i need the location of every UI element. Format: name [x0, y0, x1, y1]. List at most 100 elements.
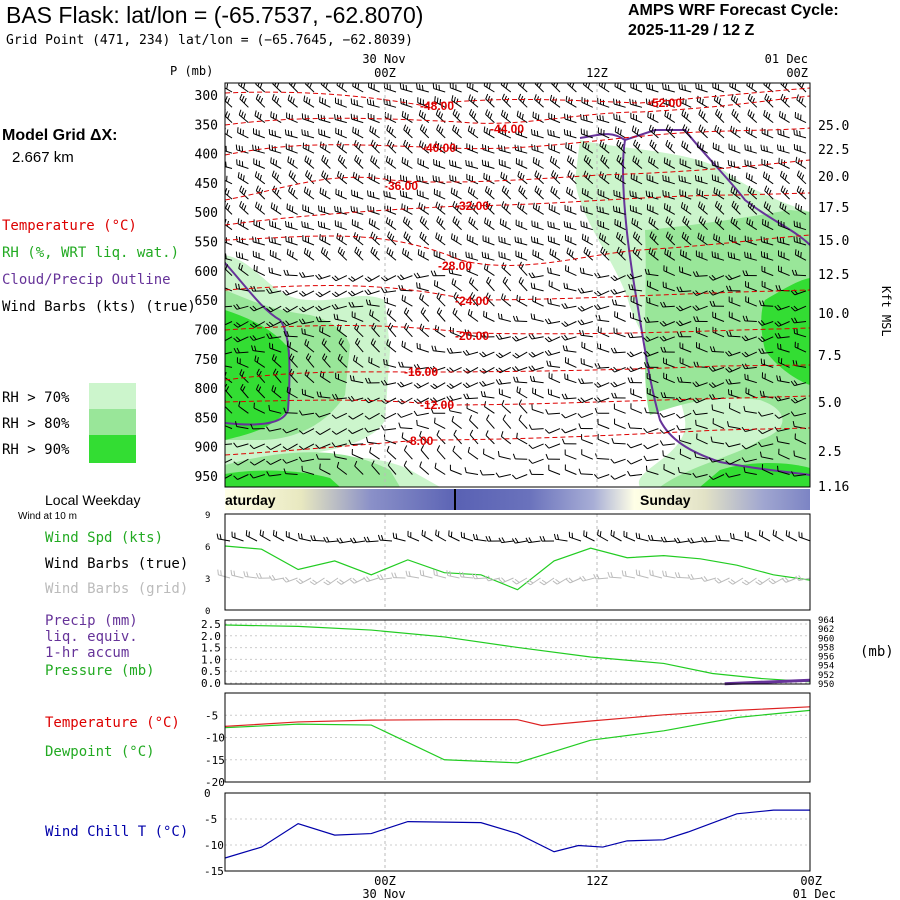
wind-barb	[793, 129, 795, 135]
surface-wind-barb	[339, 540, 352, 544]
wind-barb	[649, 236, 659, 246]
wind-barb	[269, 336, 282, 339]
wind-barb	[253, 269, 266, 277]
wind-barb	[370, 139, 374, 145]
wind-barb	[354, 128, 357, 134]
wind-barb	[505, 83, 508, 89]
wind-barb	[545, 409, 549, 415]
wind-barb	[518, 404, 528, 414]
wind-barb	[537, 114, 540, 120]
wind-barb	[252, 305, 257, 311]
rh80-legend: RH > 80%	[2, 416, 70, 432]
wind-barb	[584, 235, 587, 241]
wind-barb	[454, 310, 458, 316]
wind-barb	[616, 139, 620, 146]
wind-barb	[614, 332, 626, 338]
wind-barb	[561, 322, 566, 327]
surface-wind-barb	[663, 540, 676, 543]
wind-barb	[718, 236, 721, 243]
wind-barb	[532, 351, 544, 358]
wind-barb	[483, 126, 486, 132]
wind-barb	[483, 366, 495, 374]
wind-barb	[629, 190, 631, 196]
wind-barb	[630, 317, 643, 322]
wind-barb	[469, 429, 474, 436]
wind-barb	[583, 247, 587, 253]
surface-grid-barb	[419, 569, 422, 576]
height-axis-label: Kft MSL	[879, 286, 893, 337]
wind-barb	[255, 185, 259, 191]
wind-barb	[319, 391, 322, 398]
wind-barb	[354, 337, 359, 344]
wind-barb	[613, 98, 615, 105]
wind-barb	[318, 275, 331, 280]
wind-barb	[626, 459, 632, 465]
wind-barb	[237, 172, 240, 178]
wind-barb	[630, 443, 643, 449]
surface-grid-barb	[582, 575, 587, 581]
wind-barb	[795, 156, 798, 163]
wind-barb	[600, 251, 610, 261]
wind-barb	[733, 111, 737, 117]
wind-barb	[648, 247, 652, 253]
wind-barb	[303, 186, 307, 193]
wind-barb	[548, 351, 561, 356]
wind-barb	[303, 305, 315, 313]
wind-barb	[372, 157, 376, 163]
wind-barb	[253, 285, 257, 292]
wind-barb	[466, 351, 479, 356]
wind-barb	[286, 386, 289, 393]
wind-barb	[222, 126, 223, 131]
wind-barb	[727, 366, 733, 372]
wind-barb	[324, 236, 327, 243]
wind-barb	[553, 222, 555, 229]
wind-barb	[373, 221, 376, 227]
wind-barb	[283, 269, 287, 276]
wind-barb	[270, 458, 282, 466]
pressure-tick-label: 750	[195, 353, 218, 368]
wind-barb	[695, 381, 700, 386]
wind-barb	[238, 109, 242, 116]
wind-barb	[243, 205, 247, 211]
surface-grid-barb	[674, 572, 678, 578]
wind-barb	[517, 145, 520, 151]
wind-barb	[271, 358, 282, 368]
surface-wind-barb	[219, 534, 222, 540]
wind-barb	[456, 220, 460, 226]
wind-barb	[728, 351, 741, 357]
wind-barb	[371, 174, 373, 180]
surface-wind-barb	[528, 537, 533, 543]
wind-barb	[533, 283, 536, 289]
wind-barb	[353, 359, 364, 368]
wind-barb	[292, 189, 296, 196]
wind-barb	[744, 458, 757, 463]
surface-grid-barb	[474, 573, 478, 579]
wind-barb	[548, 469, 561, 475]
pressure-unit: (mb)	[860, 644, 894, 660]
wind-barb	[331, 442, 336, 448]
wind-barb	[373, 324, 377, 331]
surface-wind-barb	[597, 534, 609, 542]
wind-barb	[385, 217, 389, 223]
wind-barb	[669, 160, 671, 166]
wind-barb	[416, 398, 422, 403]
wind-barb	[286, 203, 288, 209]
surface-grid-barb	[366, 576, 371, 582]
wind-barb	[336, 329, 348, 338]
wind-barb	[698, 124, 702, 130]
wind-barb	[561, 428, 566, 434]
wind-barb	[730, 216, 734, 223]
wind-barb	[679, 397, 692, 403]
wind-barb	[578, 423, 582, 429]
wind-barb	[487, 187, 490, 194]
wind-barb	[283, 407, 287, 413]
wind-barb	[735, 190, 738, 196]
wind-barb	[512, 453, 516, 460]
wind-barb	[647, 351, 659, 357]
wind-barb	[647, 377, 659, 384]
surface-wind-barb	[799, 536, 811, 542]
wind-barb	[339, 207, 342, 213]
surface-wind-barb	[366, 540, 379, 543]
wind-barb	[298, 308, 304, 313]
wind-barb	[652, 114, 655, 120]
